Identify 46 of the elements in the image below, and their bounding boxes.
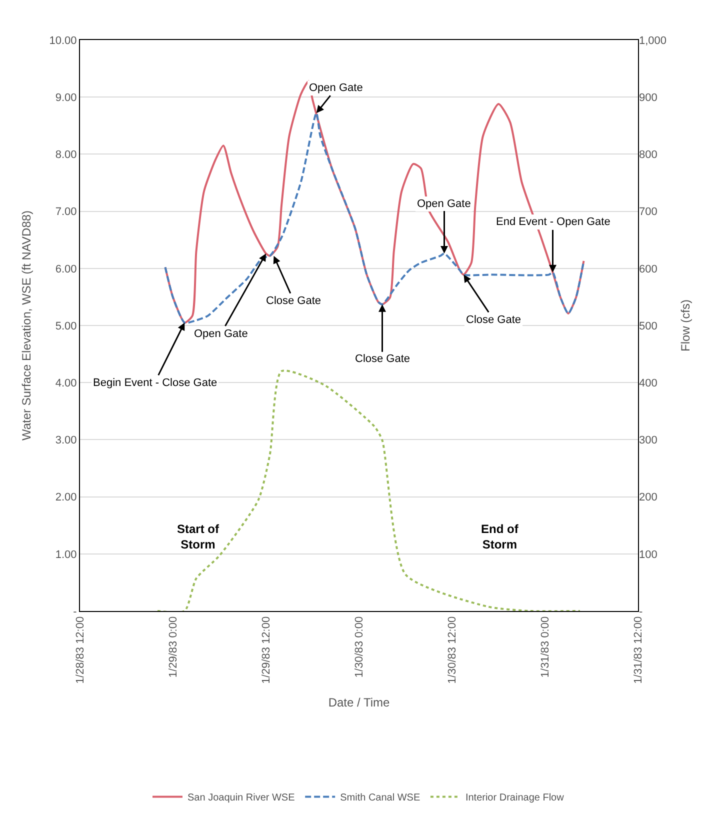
- y-tick-label: 4.00: [55, 377, 77, 390]
- y2-tick-label: 500: [639, 320, 658, 332]
- y2-tick-label: 800: [639, 149, 658, 162]
- y-tick-label: 2.00: [55, 492, 77, 504]
- annotation: Begin Event - Close Gate: [93, 377, 218, 389]
- annotation: Start of Storm: [177, 522, 220, 552]
- y-tick-label: 8.00: [55, 149, 77, 162]
- annotation: End of Storm: [481, 522, 520, 552]
- legend-label: Smith Canal WSE: [340, 792, 420, 804]
- y2-tick-label: 900: [639, 92, 658, 104]
- y-tick-label: 1.00: [55, 548, 77, 561]
- annotation: Close Gate: [266, 295, 322, 307]
- x-tick-label: 1/30/83 0:00: [354, 616, 366, 678]
- y-tick-label: 3.00: [55, 434, 77, 447]
- annotation: Open Gate: [194, 328, 248, 340]
- y2-tick-label: -: [639, 606, 643, 618]
- y2-tick-label: 300: [639, 434, 658, 447]
- y-tick-label: 10.00: [49, 34, 77, 47]
- line-series: [156, 370, 581, 611]
- x-tick-label: 1/28/83 12:00: [74, 616, 87, 684]
- y2-tick-label: 1,000: [639, 34, 667, 47]
- y-tick-label: 9.00: [55, 92, 77, 104]
- annotation: Close Gate: [466, 314, 522, 326]
- annotation: Close Gate: [355, 353, 410, 365]
- y2-tick-label: 700: [639, 206, 658, 218]
- y-axis-title: Water Surface Elevation, WSE (ft NAVD88): [20, 210, 34, 441]
- annotation: Open Gate: [309, 82, 363, 94]
- y2-tick-label: 600: [639, 263, 658, 276]
- x-axis-title: Date / Time: [328, 696, 390, 710]
- y2-tick-label: 100: [639, 548, 658, 561]
- y-tick-label: -: [73, 606, 78, 618]
- y-tick-label: 5.00: [55, 320, 77, 332]
- x-tick-label: 1/29/83 12:00: [260, 616, 273, 684]
- legend-label: San Joaquin River WSE: [188, 792, 296, 804]
- x-tick-label: 1/30/83 12:00: [446, 616, 459, 684]
- y-tick-label: 6.00: [55, 263, 77, 276]
- y2-tick-label: 400: [639, 377, 658, 390]
- y2-axis-title: Flow (cfs): [678, 300, 692, 352]
- legend-label: Interior Drainage Flow: [465, 792, 565, 804]
- x-tick-label: 1/29/83 0:00: [168, 616, 180, 678]
- x-tick-label: 1/31/83 0:00: [540, 616, 552, 678]
- x-tick-label: 1/31/83 12:00: [632, 616, 645, 684]
- annotation: Open Gate: [417, 198, 471, 210]
- y2-tick-label: 200: [639, 492, 658, 504]
- annotation: End Event - Open Gate: [496, 216, 610, 228]
- y-tick-label: 7.00: [55, 206, 77, 218]
